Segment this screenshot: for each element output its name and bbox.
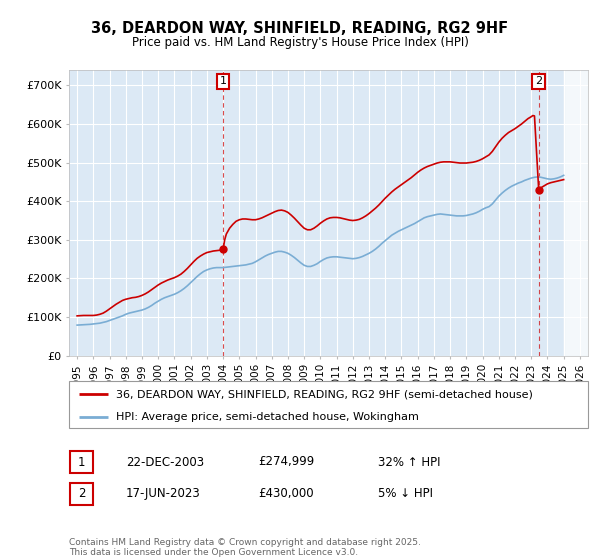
Text: £430,000: £430,000 xyxy=(258,487,314,501)
Text: 2: 2 xyxy=(535,76,542,86)
Text: 22-DEC-2003: 22-DEC-2003 xyxy=(126,455,204,469)
Text: Price paid vs. HM Land Registry's House Price Index (HPI): Price paid vs. HM Land Registry's House … xyxy=(131,36,469,49)
Text: 2: 2 xyxy=(78,487,85,501)
FancyBboxPatch shape xyxy=(70,483,93,505)
FancyBboxPatch shape xyxy=(69,381,588,428)
Bar xyxy=(563,70,588,356)
Text: HPI: Average price, semi-detached house, Wokingham: HPI: Average price, semi-detached house,… xyxy=(116,412,419,422)
Text: 17-JUN-2023: 17-JUN-2023 xyxy=(126,487,201,501)
Text: Contains HM Land Registry data © Crown copyright and database right 2025.
This d: Contains HM Land Registry data © Crown c… xyxy=(69,538,421,557)
Text: 1: 1 xyxy=(78,455,85,469)
FancyBboxPatch shape xyxy=(70,451,93,473)
Text: 5% ↓ HPI: 5% ↓ HPI xyxy=(378,487,433,501)
Text: 36, DEARDON WAY, SHINFIELD, READING, RG2 9HF (semi-detached house): 36, DEARDON WAY, SHINFIELD, READING, RG2… xyxy=(116,389,533,399)
Text: 1: 1 xyxy=(220,76,227,86)
Text: 32% ↑ HPI: 32% ↑ HPI xyxy=(378,455,440,469)
Text: £274,999: £274,999 xyxy=(258,455,314,469)
Text: 36, DEARDON WAY, SHINFIELD, READING, RG2 9HF: 36, DEARDON WAY, SHINFIELD, READING, RG2… xyxy=(91,21,509,36)
Bar xyxy=(563,70,588,356)
